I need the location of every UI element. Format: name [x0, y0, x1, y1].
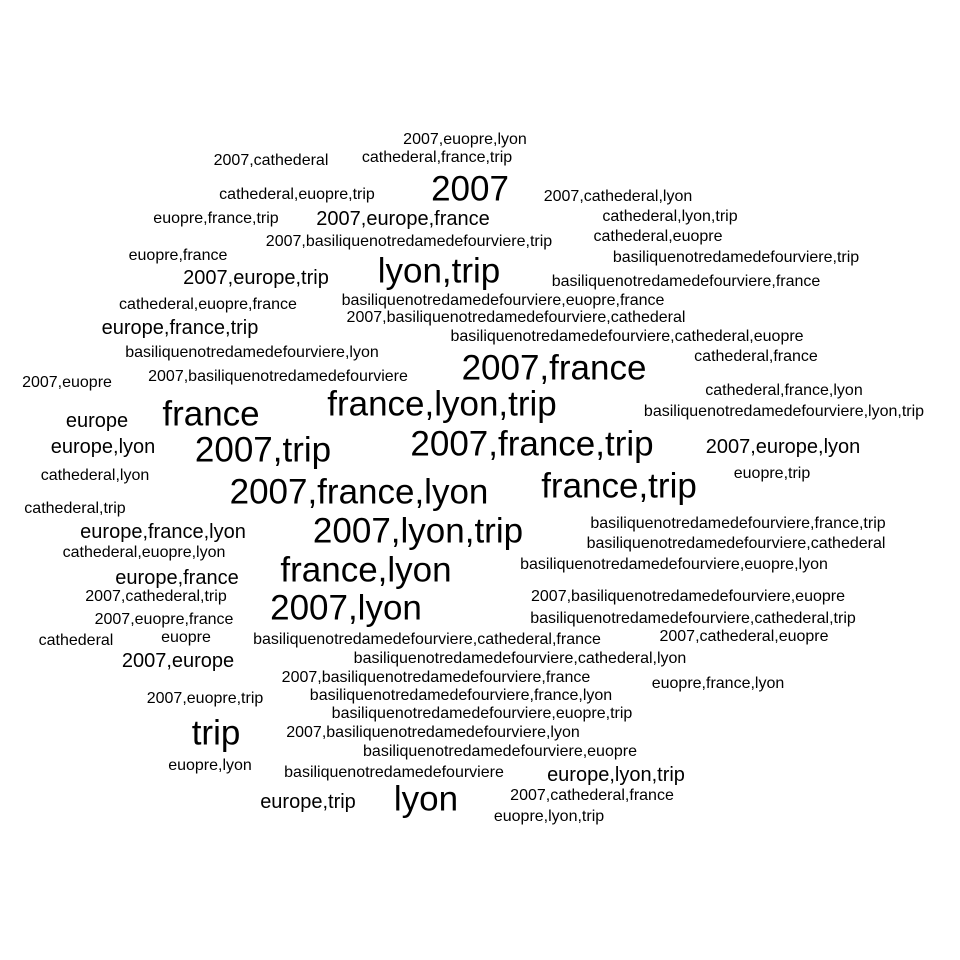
cloud-word: basiliquenotredamedefourviere,cathederal…	[450, 328, 804, 345]
cloud-word: lyon	[393, 779, 459, 819]
cloud-word: 2007,cathederal,lyon	[543, 188, 693, 205]
cloud-word: europe	[65, 410, 129, 432]
cloud-word: basiliquenotredamedefourviere,lyon	[125, 344, 379, 361]
cloud-word: 2007,france	[461, 348, 647, 388]
cloud-word: basiliquenotredamedefourviere,cathederal…	[353, 650, 687, 667]
cloud-word: 2007,cathederal,france	[510, 787, 674, 804]
cloud-word: europe,lyon	[50, 436, 156, 458]
cloud-word: france,lyon	[280, 550, 452, 590]
cloud-word: 2007,basiliquenotredamedefourviere,cathe…	[346, 309, 686, 326]
cloud-word: europe,lyon,trip	[547, 764, 685, 786]
cloud-word: 2007,euopre	[22, 374, 112, 391]
cloud-word: lyon,trip	[377, 251, 501, 291]
cloud-word: 2007,euopre,trip	[146, 690, 264, 707]
cloud-word: euopre,lyon	[168, 757, 252, 774]
cloud-word: 2007,euopre,lyon	[403, 131, 527, 148]
cloud-word: cathederal	[38, 632, 114, 649]
cloud-word: cathederal,france,lyon	[705, 382, 863, 399]
cloud-word: basiliquenotredamedefourviere,france,lyo…	[309, 687, 613, 704]
cloud-word: basiliquenotredamedefourviere,france	[551, 273, 821, 290]
cloud-word: 2007,europe,lyon	[705, 436, 861, 458]
cloud-word: france	[162, 394, 260, 434]
cloud-word: cathederal,euopre,lyon	[62, 544, 226, 561]
cloud-word: 2007,europe,trip	[183, 267, 329, 289]
cloud-word: 2007,basiliquenotredamedefourviere,trip	[265, 233, 553, 250]
cloud-word: basiliquenotredamedefourviere	[284, 764, 504, 781]
cloud-word: basiliquenotredamedefourviere,euopre	[363, 743, 637, 760]
cloud-word: euopre,france,trip	[153, 210, 279, 227]
cloud-word: 2007,france,trip	[410, 424, 654, 464]
cloud-word: basiliquenotredamedefourviere,trip	[612, 249, 860, 266]
cloud-word: cathederal,euopre	[593, 228, 723, 245]
cloud-word: 2007,cathederal	[213, 152, 329, 169]
cloud-word: 2007,basiliquenotredamedefourviere	[148, 368, 408, 385]
cloud-word: 2007,europe,france	[316, 208, 490, 230]
cloud-word: 2007,euopre,france	[94, 611, 234, 628]
cloud-word: basiliquenotredamedefourviere,euopre,tri…	[331, 705, 633, 722]
cloud-word: euopre	[161, 629, 211, 646]
cloud-word: 2007,france,lyon	[229, 472, 489, 512]
cloud-word: 2007,lyon,trip	[312, 511, 524, 551]
cloud-word: cathederal,lyon,trip	[602, 208, 738, 225]
cloud-word: europe,france	[115, 567, 239, 589]
cloud-word: euopre,lyon,trip	[493, 808, 605, 825]
cloud-word: basiliquenotredamedefourviere,euopre,fra…	[341, 292, 665, 309]
cloud-word: cathederal,trip	[24, 500, 126, 517]
cloud-word: basiliquenotredamedefourviere,cathederal…	[253, 631, 601, 648]
cloud-word: europe,france,trip	[101, 317, 259, 339]
cloud-word: europe,trip	[260, 791, 356, 813]
cloud-word: france,trip	[541, 466, 697, 506]
cloud-word: cathederal,france,trip	[361, 149, 513, 166]
cloud-word: 2007,basiliquenotredamedefourviere,lyon	[286, 724, 580, 741]
cloud-word: 2007,lyon	[270, 588, 422, 628]
cloud-word: euopre,france,lyon	[651, 675, 785, 692]
cloud-word: 2007,basiliquenotredamedefourviere,franc…	[281, 669, 591, 686]
cloud-word: 2007	[431, 169, 509, 209]
cloud-word: euopre,france	[128, 247, 228, 264]
cloud-word: basiliquenotredamedefourviere,france,tri…	[590, 515, 886, 532]
cloud-word: europe,france,lyon	[80, 521, 246, 543]
cloud-word: cathederal,euopre,trip	[219, 186, 375, 203]
cloud-word: cathederal,france	[694, 348, 818, 365]
cloud-word: 2007,basiliquenotredamedefourviere,euopr…	[531, 588, 845, 605]
cloud-word: basiliquenotredamedefourviere,euopre,lyo…	[520, 556, 828, 573]
cloud-word: cathederal,lyon	[40, 467, 150, 484]
cloud-word: france,lyon,trip	[327, 384, 557, 424]
cloud-word: 2007,europe	[121, 650, 235, 672]
cloud-word: basiliquenotredamedefourviere,cathederal	[586, 535, 886, 552]
cloud-word: cathederal,euopre,france	[119, 296, 297, 313]
cloud-word: 2007,trip	[194, 430, 332, 470]
cloud-word: basiliquenotredamedefourviere,lyon,trip	[643, 403, 925, 420]
cloud-word: 2007,cathederal,trip	[85, 588, 227, 605]
cloud-word: 2007,cathederal,euopre	[659, 628, 829, 645]
cloud-word: trip	[191, 713, 241, 753]
cloud-word: euopre,trip	[733, 465, 811, 482]
cloud-word: basiliquenotredamedefourviere,cathederal…	[530, 610, 856, 627]
